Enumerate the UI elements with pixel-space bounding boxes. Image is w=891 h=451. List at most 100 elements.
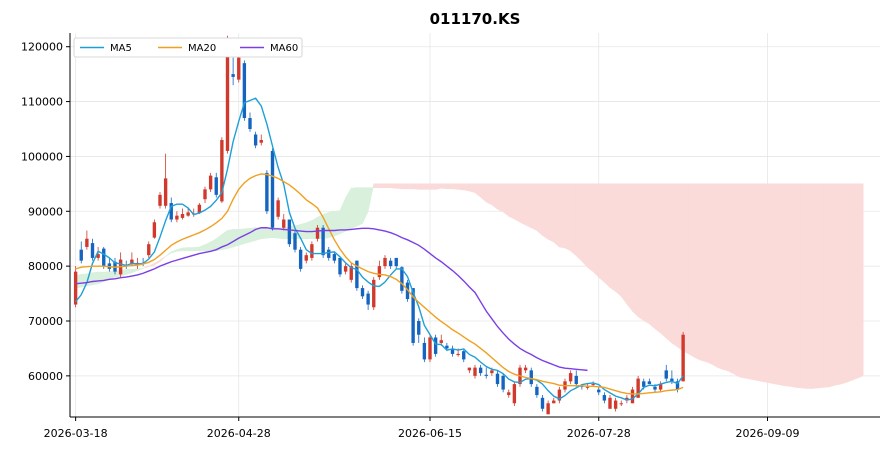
candle-down <box>400 266 404 294</box>
candle-down <box>293 230 297 253</box>
cloud-segment-bearish <box>857 183 864 379</box>
candle-down <box>366 290 370 311</box>
candle-down <box>214 172 218 198</box>
candle-up <box>619 400 623 407</box>
candle-body <box>501 375 505 390</box>
candle-up <box>282 214 286 231</box>
legend-label-ma20: MA20 <box>188 43 216 54</box>
candle-body <box>535 386 539 396</box>
candle-body <box>282 219 286 228</box>
cloud-segment-bearish <box>649 183 656 330</box>
candle-up <box>158 192 162 209</box>
candles <box>73 35 685 415</box>
candle-down <box>647 378 652 385</box>
candle-body <box>175 215 179 220</box>
cloud-segment-bearish <box>755 183 763 382</box>
candle-body <box>298 249 303 269</box>
candle-body <box>568 373 573 382</box>
cloud-segment-bearish <box>778 183 785 387</box>
candle-body <box>473 367 477 376</box>
candle-up <box>186 208 190 217</box>
candle-up <box>259 134 263 146</box>
cloud-segment-bearish <box>772 183 780 385</box>
cloud-segment-bearish <box>710 183 718 368</box>
cloud-segment-bearish <box>677 183 684 352</box>
cloud-segment-bearish <box>739 183 746 379</box>
candle-body <box>495 373 500 385</box>
cloud-segment-bullish <box>204 241 211 252</box>
candle-body <box>147 244 151 256</box>
moving-averages <box>75 97 684 401</box>
cloud-segment-bearish <box>829 183 836 388</box>
candle-body <box>338 257 342 275</box>
candle-up <box>439 334 443 346</box>
cloud-segment-bearish <box>575 183 583 262</box>
candle-down <box>265 170 269 215</box>
cloud-segment-bullish <box>165 251 172 257</box>
cloud-segment-bearish <box>401 183 408 190</box>
cloud-segment-bearish <box>559 183 566 249</box>
candle-body <box>383 257 387 267</box>
candle-body <box>225 52 230 151</box>
cloud-segment-bearish <box>525 183 532 229</box>
cloud-segment-bullish <box>367 183 375 212</box>
candle-down <box>529 367 533 387</box>
candle-body <box>321 227 325 256</box>
candle-up <box>147 241 151 258</box>
candle-body <box>315 227 320 239</box>
candle-body <box>208 175 213 190</box>
candle-body <box>523 367 528 371</box>
candle-body <box>366 293 370 305</box>
candle-down <box>90 238 95 261</box>
candle-down <box>602 392 607 404</box>
candle-up <box>383 255 387 269</box>
cloud-segment-bearish <box>840 183 847 385</box>
candle-down <box>231 57 235 86</box>
candle-down <box>597 386 601 396</box>
candle-body <box>220 139 224 202</box>
cloud-segment-bearish <box>604 183 611 289</box>
candle-body <box>90 243 95 258</box>
cloud-segment-bearish <box>457 183 465 191</box>
cloud-segment-bearish <box>789 183 796 388</box>
candle-down <box>388 257 393 269</box>
candle-body <box>388 260 393 267</box>
chart-title: 011170.KS <box>430 10 521 28</box>
candle-up <box>163 153 168 209</box>
candle-up <box>372 277 376 311</box>
candle-body <box>512 384 517 404</box>
candle-down <box>495 370 500 387</box>
candle-up <box>175 211 179 223</box>
candle-down <box>298 246 303 272</box>
candle-down <box>102 246 106 269</box>
cloud-segment-bearish <box>536 183 543 237</box>
cloud-segment-bearish <box>463 183 470 192</box>
candle-down <box>107 257 112 272</box>
cloud-segment-bearish <box>784 183 791 387</box>
candle-up <box>96 246 100 261</box>
cloud-segment-bearish <box>598 183 605 283</box>
cloud-segment-bullish <box>227 229 234 249</box>
cloud-segment-bearish <box>407 183 414 190</box>
candle-body <box>270 150 275 228</box>
cloud-segment-bearish <box>418 183 425 190</box>
candle-body <box>664 370 668 379</box>
cloud-segment-bearish <box>452 183 459 190</box>
candle-body <box>557 389 562 401</box>
candle-body <box>636 378 640 398</box>
candle-body <box>79 249 83 261</box>
candle-body <box>237 57 241 80</box>
candle-body <box>253 134 258 146</box>
candle-up <box>310 241 314 261</box>
cloud-segment-bullish <box>356 187 363 227</box>
candle-up <box>343 263 348 275</box>
candle-body <box>85 238 89 247</box>
cloud-segment-bullish <box>362 187 369 224</box>
cloud-segment-bearish <box>474 183 481 198</box>
candle-down <box>540 395 545 412</box>
cloud-segment-bearish <box>722 183 729 372</box>
cloud-segment-bearish <box>834 183 841 386</box>
cloud-segment-bearish <box>530 183 538 231</box>
candle-body <box>574 375 578 385</box>
